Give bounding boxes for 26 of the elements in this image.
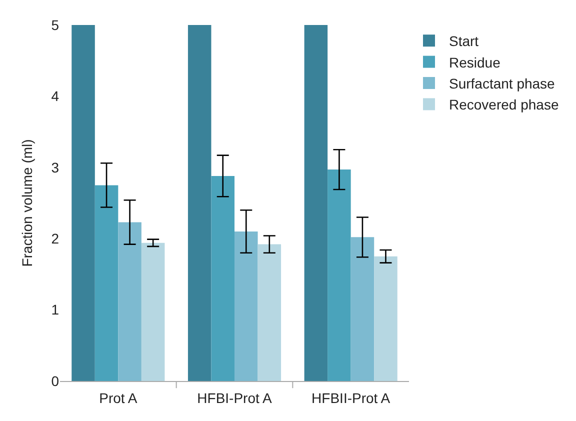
bar: [141, 242, 165, 381]
y-tick-label: 4: [51, 88, 60, 104]
x-tick-label: HFBII-Prot A: [312, 390, 391, 406]
legend-label: Residue: [449, 54, 501, 70]
bar: [94, 185, 118, 381]
bar: [188, 25, 212, 381]
bar: [350, 237, 374, 381]
bar: [304, 25, 328, 381]
legend-label: Start: [449, 33, 479, 50]
bar: [234, 231, 258, 381]
bar: [118, 222, 142, 381]
bar: [72, 25, 95, 381]
y-tick-label: 2: [51, 230, 60, 246]
bar: [211, 176, 234, 381]
y-tick-label: 0: [51, 372, 60, 389]
y-tick-label: 3: [51, 159, 60, 176]
legend-label: Recovered phase: [449, 96, 559, 113]
x-tick-label: HFBI-Prot A: [197, 390, 272, 406]
x-tick-label: Prot A: [99, 390, 138, 406]
legend-label: Surfactant phase: [449, 75, 556, 92]
y-axis-title: Fraction volume (ml): [18, 139, 35, 267]
bar: [258, 244, 282, 381]
bar: [328, 170, 351, 381]
y-tick-label: 5: [51, 16, 60, 33]
y-tick-label: 1: [51, 302, 60, 318]
bar: [374, 256, 398, 381]
